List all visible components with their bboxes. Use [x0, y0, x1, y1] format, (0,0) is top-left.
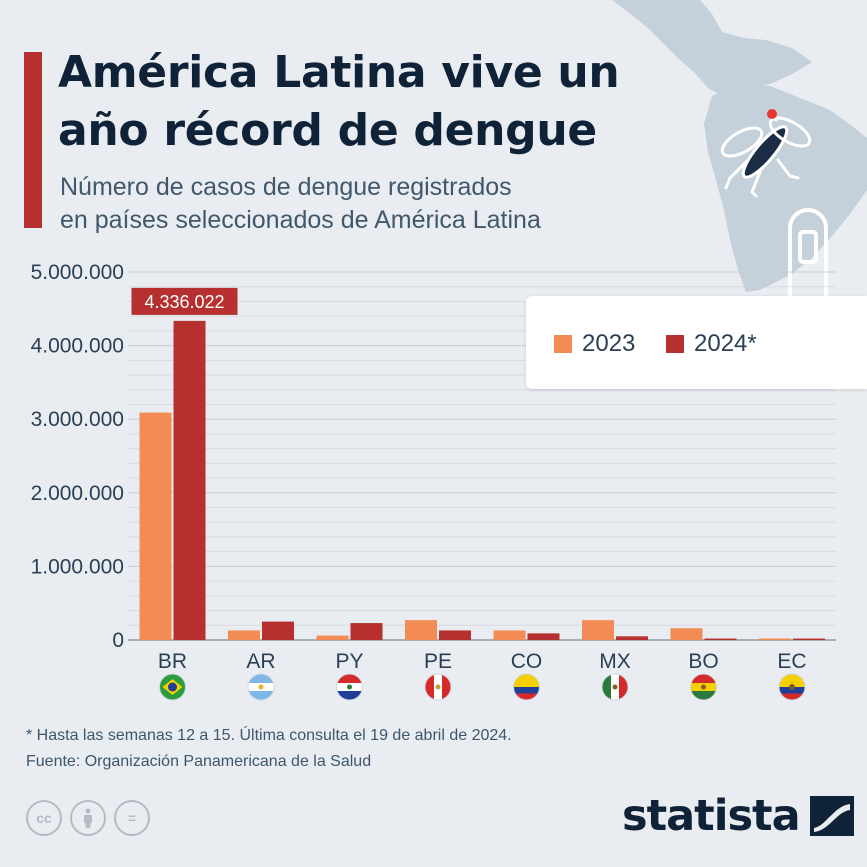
statista-logo-text: statista: [622, 791, 801, 841]
x-tick-label: PE: [424, 650, 452, 673]
legend: 2023 2024*: [526, 296, 867, 389]
legend-label-2023: 2023: [582, 330, 636, 357]
footnote-note: * Hasta las semanas 12 a 15. Última cons…: [26, 727, 512, 744]
title-line-2: año récord de dengue: [58, 105, 597, 156]
bar-mx-2024: [616, 636, 648, 640]
chart-title: América Latina vive un año récord de den…: [58, 44, 698, 160]
bar-ec-2023: [759, 638, 791, 640]
y-tick-label: 2.000.000: [31, 482, 124, 505]
annotation-label: 4.336.022: [144, 292, 224, 312]
bar-pe-2023: [405, 620, 437, 640]
bar-pe-2024: [439, 630, 471, 640]
bar-co-2023: [493, 630, 526, 640]
subtitle-line-1: Número de casos de dengue registrados: [60, 173, 512, 201]
bar-br-2024: [173, 320, 206, 640]
x-tick-label: PY: [335, 650, 363, 673]
footnote-source: Fuente: Organización Panamericana de la …: [26, 753, 372, 770]
subtitle-line-2: en países seleccionados de América Latin…: [60, 206, 541, 234]
statista-logo[interactable]: statista: [622, 791, 854, 841]
y-tick-label: 1.000.000: [31, 555, 124, 578]
flag-br-icon: [159, 673, 186, 701]
x-tick-label: BR: [158, 650, 187, 673]
flag-mx-icon: [601, 673, 629, 701]
flag-py-icon: [336, 673, 363, 701]
attribution-icon[interactable]: [70, 800, 106, 836]
legend-swatch-2023: [554, 335, 572, 353]
flag-bo-icon: [690, 673, 717, 701]
legend-swatch-2024: [666, 335, 684, 353]
flag-ar-icon: [247, 673, 275, 701]
annotation-box: [131, 287, 238, 315]
bar-ar-2023: [228, 630, 260, 640]
legend-item-2023: 2023: [554, 330, 635, 358]
x-tick-label: MX: [599, 650, 631, 673]
x-tick-label: CO: [511, 650, 543, 673]
license-icons: cc =: [26, 800, 150, 836]
x-tick-label: AR: [246, 650, 275, 673]
bar-co-2024: [527, 633, 560, 640]
flag-ec-icon: [778, 673, 806, 701]
title-line-1: América Latina vive un: [58, 47, 620, 98]
bar-ec-2024: [793, 638, 825, 640]
flag-co-icon: [513, 673, 540, 701]
statista-logo-mark-icon: [809, 796, 854, 836]
mosquito-icon: [720, 108, 812, 198]
x-tick-label: EC: [777, 650, 806, 673]
bar-py-2024: [350, 623, 383, 640]
x-tick-label: BO: [688, 650, 718, 673]
y-tick-label: 3.000.000: [31, 408, 124, 431]
bar-mx-2023: [582, 620, 614, 640]
central-america-map-shape: [612, 0, 812, 96]
chart-subtitle: Número de casos de dengue registrados en…: [60, 171, 660, 237]
y-tick-label: 0: [112, 629, 124, 652]
title-accent-bar: [24, 52, 42, 228]
y-tick-label: 5.000.000: [31, 261, 124, 284]
legend-item-2024: 2024*: [666, 330, 757, 358]
bar-py-2023: [316, 635, 349, 640]
y-tick-label: 4.000.000: [31, 335, 124, 358]
bar-ar-2024: [262, 621, 294, 640]
bar-bo-2024: [704, 638, 737, 640]
footnote: * Hasta las semanas 12 a 15. Última cons…: [26, 723, 512, 775]
bar-bo-2023: [670, 628, 703, 640]
cc-icon[interactable]: cc: [26, 800, 62, 836]
flag-pe-icon: [424, 673, 452, 701]
legend-label-2024: 2024*: [694, 330, 757, 357]
bar-br-2023: [139, 412, 172, 640]
no-derivatives-icon[interactable]: =: [114, 800, 150, 836]
